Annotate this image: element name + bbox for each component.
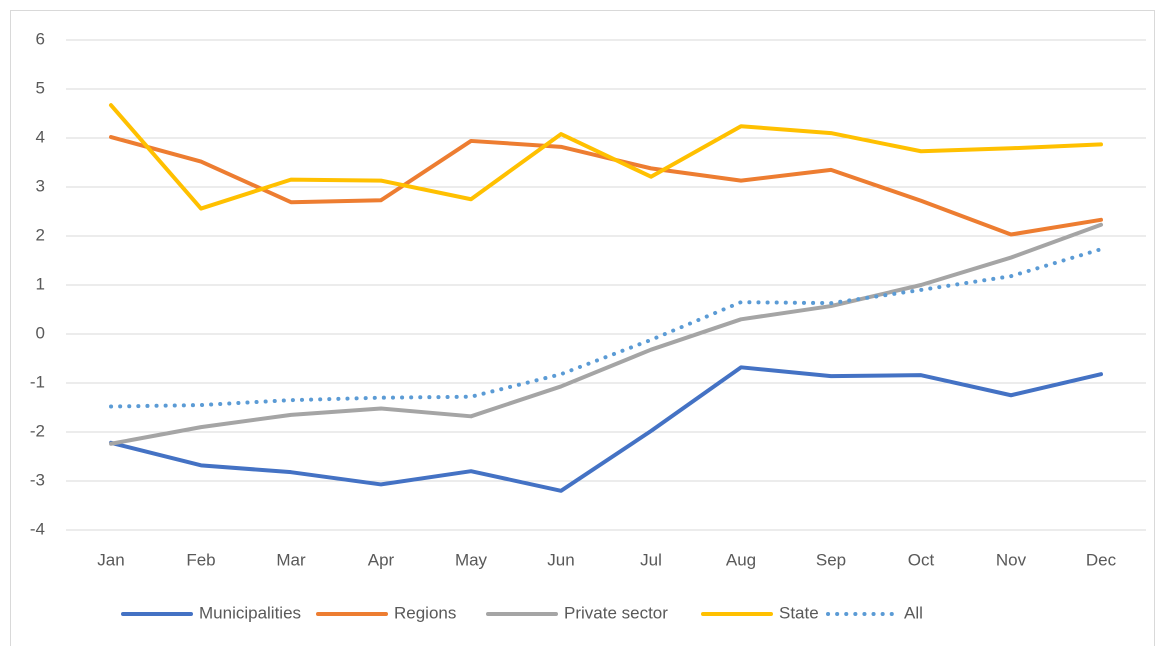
x-tick-label: Oct [908, 550, 935, 569]
x-tick-label: Jul [640, 550, 662, 569]
legend-label: Private sector [564, 603, 668, 622]
series-line [109, 365, 1103, 493]
legend-label: All [904, 603, 923, 622]
y-tick-label: 6 [36, 29, 45, 48]
y-tick-label: 0 [36, 323, 45, 342]
legend-label: Regions [394, 603, 456, 622]
y-tick-label: -2 [30, 421, 45, 440]
x-tick-label: Apr [368, 550, 395, 569]
x-tick-label: Mar [276, 550, 306, 569]
x-tick-label: Jan [97, 550, 124, 569]
chart-frame [10, 10, 1155, 646]
x-tick-label: Feb [186, 550, 215, 569]
x-tick-label: May [455, 550, 488, 569]
x-tick-label: Aug [726, 550, 756, 569]
y-tick-label: 4 [36, 127, 45, 146]
x-tick-label: Dec [1086, 550, 1117, 569]
legend-label: Municipalities [199, 603, 301, 622]
series-line [109, 247, 1103, 409]
series-line [109, 222, 1103, 446]
legend-label: State [779, 603, 819, 622]
y-tick-label: 5 [36, 78, 45, 97]
x-tick-label: Nov [996, 550, 1027, 569]
y-tick-label: -4 [30, 519, 45, 538]
y-tick-label: 2 [36, 225, 45, 244]
y-tick-label: -1 [30, 372, 45, 391]
series-line [109, 103, 1103, 211]
x-tick-label: Sep [816, 550, 846, 569]
y-tick-label: 1 [36, 274, 45, 293]
y-tick-label: 3 [36, 176, 45, 195]
x-tick-label: Jun [547, 550, 574, 569]
y-tick-label: -3 [30, 470, 45, 489]
